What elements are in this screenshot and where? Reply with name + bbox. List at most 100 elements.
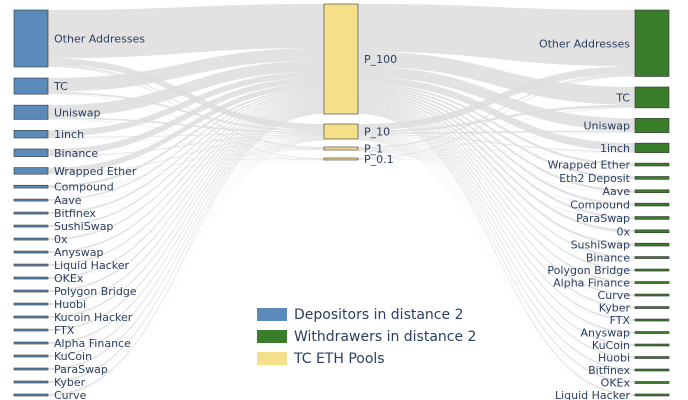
depositor-node-okex[interactable] xyxy=(13,276,49,280)
depositor-node-0x[interactable] xyxy=(13,237,49,241)
withdrawer-node-0x[interactable] xyxy=(634,229,670,234)
withdrawer-node-okex[interactable] xyxy=(634,381,670,384)
depositor-node-polygon-bridge[interactable] xyxy=(13,289,49,293)
depositor-node-binance[interactable] xyxy=(13,148,49,157)
depositor-node-alpha-finance[interactable] xyxy=(13,341,49,345)
withdrawer-label-compound: Compound xyxy=(570,199,630,212)
depositor-node-liquid-hacker[interactable] xyxy=(13,263,49,267)
depositor-node-kucoin[interactable] xyxy=(13,354,49,358)
depositor-node-huobi[interactable] xyxy=(13,302,49,306)
withdrawer-node-curve[interactable] xyxy=(634,293,670,297)
withdrawer-node-uniswap[interactable] xyxy=(634,118,670,133)
depositor-node-other-addresses[interactable] xyxy=(13,9,49,68)
flow-wd-liquid-hacker-p-10 xyxy=(358,140,635,396)
flow-dep-1inch-p-1 xyxy=(48,137,324,150)
withdrawer-node-eth2-deposit[interactable] xyxy=(634,176,670,180)
withdrawer-node-anyswap[interactable] xyxy=(634,331,670,334)
withdrawer-node-compound[interactable] xyxy=(634,202,670,207)
flow-wd-alpha-finance-p-100 xyxy=(358,100,635,284)
pool-node-p-1[interactable] xyxy=(323,146,359,151)
depositor-label-alpha-finance: Alpha Finance xyxy=(54,337,131,350)
flow-dep-wrapped-ether-p-100 xyxy=(48,83,324,174)
depositor-label-uniswap: Uniswap xyxy=(54,106,101,119)
flow-dep-okex-p-10 xyxy=(48,137,324,279)
withdrawer-node-1inch[interactable] xyxy=(634,142,670,153)
withdrawer-node-paraswap[interactable] xyxy=(634,216,670,220)
depositor-node-anyswap[interactable] xyxy=(13,250,49,254)
withdrawer-label-other-addresses: Other Addresses xyxy=(539,37,630,50)
flow-wd-tc-p-10 xyxy=(358,104,635,133)
depositor-node-curve[interactable] xyxy=(13,393,49,397)
depositor-node-tc[interactable] xyxy=(13,77,49,95)
withdrawer-label-sushiswap: SushiSwap xyxy=(571,239,630,252)
depositor-label-other-addresses: Other Addresses xyxy=(54,33,145,46)
depositor-node-wrapped-ether[interactable] xyxy=(13,167,49,175)
withdrawer-label-tc: TC xyxy=(615,91,630,104)
withdrawer-node-alpha-finance[interactable] xyxy=(634,281,670,284)
withdrawer-node-polygon-bridge[interactable] xyxy=(634,268,670,272)
legend-swatch-withdrawers-in-distance-2 xyxy=(257,330,287,343)
flow-wd-curve-p-10 xyxy=(358,137,635,296)
depositor-label-0x: 0x xyxy=(54,233,68,246)
flow-wd-uniswap-p-100 xyxy=(358,66,635,131)
withdrawer-label-binance: Binance xyxy=(586,252,630,265)
depositor-node-ftx[interactable] xyxy=(13,328,49,332)
flow-wd-huobi-p-10 xyxy=(358,139,635,359)
flow-wd-kucoin-p-100 xyxy=(358,107,635,346)
withdrawer-label-1inch: 1inch xyxy=(600,142,630,155)
withdrawer-label-ftx: FTX xyxy=(610,314,631,327)
flow-wd-ftx-p-100 xyxy=(358,104,635,321)
withdrawer-node-huobi[interactable] xyxy=(634,356,670,359)
flow-wd-aave-p-10 xyxy=(358,135,635,193)
flow-dep-ftx-p-100 xyxy=(48,105,324,331)
legend-swatch-depositors-in-distance-2 xyxy=(257,308,287,321)
depositor-node-paraswap[interactable] xyxy=(13,367,49,371)
withdrawer-node-aave[interactable] xyxy=(634,189,670,193)
withdrawer-label-liquid-hacker: Liquid Hacker xyxy=(555,389,630,400)
flow-dep-huobi-p-10 xyxy=(48,138,324,305)
depositor-label-okex: OKEx xyxy=(54,272,84,285)
flow-dep-liquid-hacker-p-10 xyxy=(48,137,324,266)
withdrawer-label-wrapped-ether: Wrapped Ether xyxy=(548,159,631,172)
depositor-label-wrapped-ether: Wrapped Ether xyxy=(54,165,137,178)
pool-node-p-100[interactable] xyxy=(323,3,359,115)
flow-dep-tc-p-100 xyxy=(48,48,324,92)
depositor-label-kucoin-hacker: Kucoin Hacker xyxy=(54,311,133,324)
depositor-node-compound[interactable] xyxy=(13,184,49,189)
depositor-node-kyber[interactable] xyxy=(13,380,49,384)
pool-node-p-10[interactable] xyxy=(323,123,359,140)
withdrawer-node-sushiswap[interactable] xyxy=(634,242,670,247)
depositor-node-1inch[interactable] xyxy=(13,130,49,139)
flow-dep-uniswap-p-0-1 xyxy=(48,119,324,160)
flow-wd-kyber-p-10 xyxy=(358,138,635,309)
flow-wd-paraswap-p-100 xyxy=(358,91,635,219)
withdrawer-node-liquid-hacker[interactable] xyxy=(634,393,670,397)
withdrawer-node-ftx[interactable] xyxy=(634,318,670,322)
flow-wd-wrapped-ether-p-100 xyxy=(358,83,635,166)
flow-dep-bitfinex-p-100 xyxy=(48,92,324,214)
depositor-node-bitfinex[interactable] xyxy=(13,211,49,215)
flow-wd-huobi-p-100 xyxy=(358,108,635,359)
withdrawer-node-wrapped-ether[interactable] xyxy=(634,162,670,167)
flow-dep-alpha-finance-p-10 xyxy=(48,139,324,344)
flow-wd-kucoin-p-10 xyxy=(358,139,635,346)
withdrawer-node-kyber[interactable] xyxy=(634,306,670,309)
depositor-node-sushiswap[interactable] xyxy=(13,224,49,228)
withdrawer-node-kucoin[interactable] xyxy=(634,343,670,347)
withdrawer-label-polygon-bridge: Polygon Bridge xyxy=(547,264,630,277)
depositor-node-kucoin-hacker[interactable] xyxy=(13,315,49,319)
withdrawer-node-bitfinex[interactable] xyxy=(634,368,670,372)
withdrawer-node-tc[interactable] xyxy=(634,86,670,109)
flow-wd-ftx-p-10 xyxy=(358,138,635,321)
flow-dep-sushiswap-p-100 xyxy=(48,93,324,227)
depositor-label-huobi: Huobi xyxy=(54,298,86,311)
flow-wd-liquid-hacker-p-100 xyxy=(358,112,635,396)
flow-wd-1inch-p-100 xyxy=(358,76,635,152)
withdrawer-node-other-addresses[interactable] xyxy=(634,9,670,77)
withdrawer-node-binance[interactable] xyxy=(634,256,670,259)
depositor-node-aave[interactable] xyxy=(13,198,49,202)
depositor-node-uniswap[interactable] xyxy=(13,104,49,120)
pool-node-p-0-1[interactable] xyxy=(323,157,359,161)
flow-wd-wrapped-ether-p-10 xyxy=(358,134,635,166)
depositor-label-sushiswap: SushiSwap xyxy=(54,220,113,233)
